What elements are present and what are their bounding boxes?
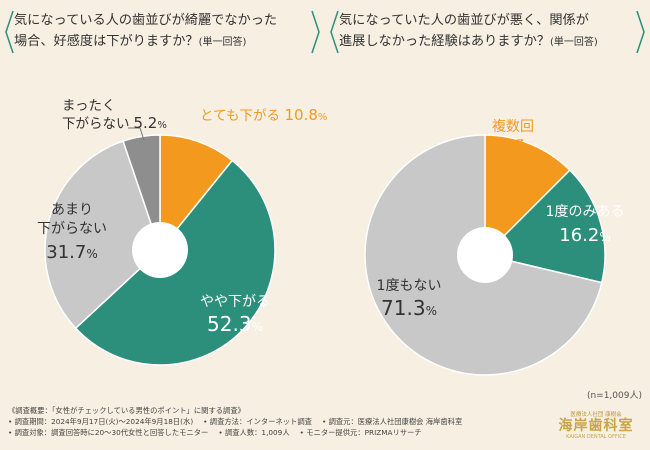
left-chart-title: 気になっている人の歯並びが綺麗でなかった 場合、好感度は下がりますか？(単一回答…: [14, 10, 314, 53]
title-bracket-left: [5, 10, 14, 54]
logo-top-text: 医療法人社団 康樹会: [570, 412, 622, 418]
footer-provider: • モニター提供元：PRIZMAリサーチ: [299, 428, 422, 437]
slice-label-0-1: やや下がる: [200, 294, 270, 310]
slice-value-1-1: 16.2%: [559, 225, 610, 246]
slice-label-0-3: まったく: [62, 98, 115, 114]
pie-center-hole: [457, 227, 513, 283]
pie-slice-0-3: [122, 134, 161, 251]
slice-label-0-2: あまり: [51, 202, 93, 218]
slice-label-0-0: とても下がる: [200, 108, 280, 124]
footer-target: • 調査対象：調査回答時に20～30代女性と回答したモニター: [8, 428, 209, 437]
slice-label-1-2: 1度もない: [377, 278, 442, 294]
left-pie-chart: とても下がる 10.8%やや下がる52.3%あまり下がらない31.7%まったく下が…: [37, 98, 328, 366]
logo-sub-text: KAIGAN DENTAL OFFICE: [566, 434, 626, 440]
slice-value-0-0: 10.8%: [285, 106, 328, 124]
title-bracket-right: [636, 10, 645, 54]
pie-slice-0-2: [44, 140, 161, 330]
left-title-line2: 場合、好感度は下がりますか？: [14, 34, 199, 49]
right-title-line1: 気になっていた人の歯並びが悪く、関係が: [339, 13, 589, 28]
survey-footer: 《調査概要：「女性がチェックしている男性のポイント」に関する調査》 • 調査期間…: [8, 405, 548, 438]
logo-main-text: 海岸歯科室: [558, 418, 634, 434]
left-title-line1: 気になっている人の歯並びが綺麗でなかった: [14, 13, 278, 28]
slice-label-1-1: 1度のみある: [546, 204, 625, 220]
pie-slice-1-0: [484, 134, 571, 257]
slice-label-1-0: ある: [499, 138, 527, 154]
footer-period: • 調査期間：2024年9月17日(火)～2024年9月18日(水): [8, 417, 194, 426]
footer-source: • 調査元：医療法人社団康樹会 海岸歯科室: [321, 417, 463, 426]
pie-center-hole: [132, 222, 188, 278]
slice-label-0-2: 下がらない: [37, 221, 107, 237]
footer-line1: 《調査概要：「女性がチェックしている男性のポイント」に関する調査》: [8, 406, 245, 415]
slice-label-0-3: 下がらない: [62, 116, 130, 132]
slice-value-0-2: 31.7%: [46, 242, 97, 263]
left-title-suffix: (単一回答): [198, 37, 247, 48]
title-bracket-left: [330, 10, 339, 54]
left-chart-panel: 気になっている人の歯並びが綺麗でなかった 場合、好感度は下がりますか？(単一回答…: [0, 0, 328, 400]
footer-count: • 調査人数：1,009人: [218, 428, 290, 437]
pie-slice-1-1: [483, 169, 606, 284]
right-title-line2: 進展しなかった経験はありますか？: [339, 34, 550, 49]
slice-value-1-0: 12.5%: [487, 159, 538, 180]
footer-method: • 調査方法：インターネット調査: [203, 417, 312, 426]
slice-value-0-3: 5.2%: [134, 114, 167, 132]
title-bracket-right: [311, 10, 320, 54]
pie-slice-0-0: [159, 134, 234, 253]
right-chart-panel: 気になっていた人の歯並びが悪く、関係が 進展しなかった経験はありますか？(単一回…: [325, 0, 650, 401]
slice-label-1-0: 複数回: [492, 118, 534, 135]
right-chart-title: 気になっていた人の歯並びが悪く、関係が 進展しなかった経験はありますか？(単一回…: [339, 10, 639, 53]
clinic-logo: 医療法人社団 康樹会 海岸歯科室 KAIGAN DENTAL OFFICE: [548, 410, 644, 444]
sample-size-note: (n=1,009人): [586, 391, 642, 401]
leader-line: [128, 127, 145, 141]
right-title-suffix: (単一回答): [550, 37, 598, 48]
